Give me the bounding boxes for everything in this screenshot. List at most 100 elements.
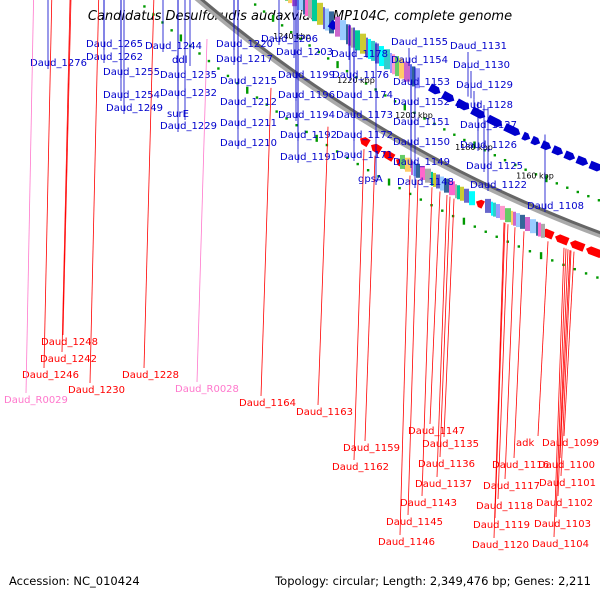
reverse-gene-label: Daud_1101 (539, 478, 596, 489)
reverse-leader-line (421, 187, 433, 497)
scale-tick-label: 1220 kbp (337, 76, 375, 85)
reverse-gene-label: Daud_1135 (422, 439, 479, 450)
reverse-leader-line (353, 149, 365, 461)
forward-gene-label: Daud_1255 (103, 67, 160, 78)
reverse-leader-line (260, 87, 272, 397)
reverse-leader-line (560, 250, 572, 477)
forward-gene-label: Daud_1130 (453, 60, 510, 71)
reverse-gene-label: Daud_1120 (472, 540, 529, 551)
forward-gene-arrows (428, 83, 600, 172)
reverse-gene-label: Daud_1143 (400, 498, 457, 509)
forward-gene-label: Daud_1215 (220, 76, 277, 87)
forward-gene-label: Daud_1173 (336, 110, 393, 121)
forward-gene-label: Daud_1203 (276, 47, 333, 58)
forward-gene-label: Daud_1265 (86, 39, 143, 50)
forward-gene-label: Daud_1108 (527, 201, 584, 212)
reverse-leader-line (557, 249, 569, 497)
reverse-leader-line (439, 196, 451, 458)
forward-gene-label: Daud_1220 (216, 39, 273, 50)
forward-gene-label: Daud_1174 (336, 90, 393, 101)
forward-gene-label: Daud_1232 (160, 88, 217, 99)
reverse-gene-label: Daud_1164 (239, 398, 296, 409)
reverse-gene-label: Daud_1159 (343, 443, 400, 454)
reverse-leader-line (436, 195, 448, 478)
reverse-leader-line (407, 179, 419, 516)
reverse-leader-line (497, 224, 509, 500)
reverse-gene-label: Daud_1145 (386, 517, 443, 528)
outer-tick-ring (253, 3, 600, 202)
reverse-gene-label: Daud_1116 (492, 460, 549, 471)
reverse-leader-line (196, 38, 208, 383)
reverse-leader-line (555, 248, 567, 518)
reverse-gene-label: Daud_1118 (476, 501, 533, 512)
reverse-colored-genes (400, 154, 475, 206)
forward-gene-label: Daud_1191 (280, 152, 337, 163)
reverse-leader-line (143, 0, 155, 369)
reverse-leader-line (537, 241, 549, 437)
accession-text: Accession: NC_010424 (9, 574, 140, 588)
reverse-gene-label: Daud_1248 (41, 337, 98, 348)
forward-gene-label: Daud_1249 (106, 103, 163, 114)
genome-title: Candidatus Desulforudis audaxviator MP10… (87, 9, 513, 24)
reverse-leader-line (559, 250, 571, 459)
reverse-leader-line (43, 0, 53, 369)
reverse-gene-label: Daud_1136 (418, 459, 475, 470)
forward-gene-label: Daud_1128 (456, 100, 513, 111)
forward-gene-label: Daud_1254 (103, 90, 160, 101)
reverse-leader-line (563, 251, 575, 437)
scale-tick-label: 1240 kbp (273, 32, 311, 41)
reverse-gene-label: adk (516, 438, 534, 449)
reverse-gene-label: Daud_1163 (296, 407, 353, 418)
reverse-gene-label: Daud_R0029 (4, 395, 68, 406)
forward-gene-label: Daud_1126 (460, 140, 517, 151)
forward-gene-label: Daud_1150 (393, 137, 450, 148)
forward-gene-label: Daud_1129 (456, 80, 513, 91)
forward-gene-label: Daud_1153 (393, 77, 450, 88)
forward-gene-label: Daud_1122 (470, 180, 527, 191)
reverse-gene-label: Daud_1119 (473, 520, 530, 531)
reverse-gene-label: Daud_1117 (483, 481, 540, 492)
forward-gene-label: Daud_1217 (216, 54, 273, 65)
forward-gene-label: Daud_1192 (280, 130, 337, 141)
forward-gene-label: Daud_1194 (278, 110, 335, 121)
reverse-gene-label: Daud_1100 (538, 460, 595, 471)
forward-gene-label: Daud_1127 (460, 120, 517, 131)
reverse-leader-line (62, 0, 72, 336)
reverse-colored-genes (485, 198, 545, 238)
reverse-gene-label: Daud_1102 (536, 498, 593, 509)
reverse-gene-label: Daud_1230 (68, 385, 125, 396)
forward-gene-label: Daud_1172 (336, 130, 393, 141)
forward-gene-label: Daud_1125 (466, 161, 523, 172)
forward-gene-label: Daud_1235 (160, 70, 217, 81)
reverse-leader-line (443, 198, 455, 438)
forward-gene-label: Daud_1212 (220, 97, 277, 108)
reverse-leader-line (61, 0, 71, 353)
reverse-gene-label: Daud_1103 (534, 519, 591, 530)
reverse-leader-line (513, 231, 525, 459)
forward-gene-label: Daud_1171 (336, 150, 393, 161)
forward-gene-label: Daud_1244 (145, 41, 202, 52)
reverse-gene-label: Daud_1099 (542, 438, 599, 449)
reverse-gene-label: Daud_1228 (122, 370, 179, 381)
reverse-leader-line (429, 191, 441, 425)
reverse-gene-label: Daud_1242 (40, 354, 97, 365)
scale-tick-label: 1180 kbp (455, 143, 493, 152)
reverse-gene-arrows (360, 137, 600, 259)
reverse-leader-line (553, 247, 565, 538)
forward-gene-label: ddl (172, 55, 187, 66)
reverse-leader-line (504, 227, 516, 480)
scale-tick-label: 1200 kbp (395, 111, 433, 120)
reverse-gene-label: Daud_R0028 (175, 384, 239, 395)
forward-gene-label: Daud_1276 (30, 58, 87, 69)
forward-gene-label: Daud_1155 (391, 37, 448, 48)
reverse-gene-label: Daud_1137 (415, 479, 472, 490)
reverse-gene-label: Daud_1147 (408, 426, 465, 437)
forward-gene-label: Daud_1154 (391, 55, 448, 66)
reverse-leader-line (493, 222, 505, 539)
reverse-gene-label: Daud_1146 (378, 537, 435, 548)
forward-colored-genes (335, 16, 420, 89)
forward-gene-label: Daud_1152 (393, 97, 450, 108)
forward-gene-label: Daud_1196 (278, 90, 335, 101)
